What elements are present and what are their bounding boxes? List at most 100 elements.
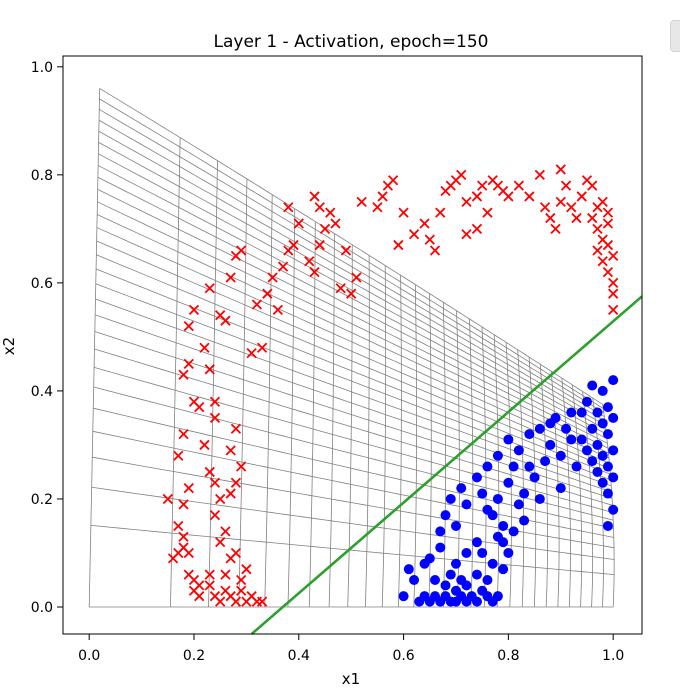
x-tick-label: 0.2 bbox=[183, 648, 205, 664]
blue-circle-marker bbox=[508, 461, 519, 472]
x-marker-stroke bbox=[293, 218, 304, 229]
x-marker-stroke bbox=[608, 288, 619, 299]
red-x-marker bbox=[592, 245, 603, 256]
blue-circle-marker bbox=[555, 450, 566, 461]
red-x-marker bbox=[246, 347, 257, 359]
mesh-line-u bbox=[528, 357, 537, 608]
blue-circle-marker bbox=[513, 499, 524, 510]
red-x-marker bbox=[188, 396, 200, 407]
red-x-marker bbox=[283, 202, 294, 213]
x-marker-stroke bbox=[592, 245, 603, 256]
mesh-line-u bbox=[481, 326, 487, 608]
blue-circle-marker bbox=[608, 504, 619, 515]
mesh-line-u bbox=[571, 384, 583, 608]
x-marker-stroke bbox=[545, 212, 556, 224]
mesh-line-v bbox=[97, 176, 608, 439]
red-x-marker bbox=[288, 239, 299, 251]
x-marker-stroke bbox=[461, 196, 472, 207]
blue-circle-marker bbox=[524, 429, 535, 440]
blue-circle-marker bbox=[492, 493, 503, 504]
red-x-marker bbox=[346, 288, 357, 299]
y-tick-label: 0.2 bbox=[31, 492, 53, 508]
red-x-marker bbox=[304, 256, 315, 267]
x-marker-stroke bbox=[608, 277, 619, 289]
x-tick-label: 0.8 bbox=[497, 648, 519, 664]
x-marker-stroke bbox=[550, 223, 561, 234]
blue-circle-marker bbox=[498, 537, 509, 548]
side-scroll-control[interactable] bbox=[670, 20, 680, 52]
mesh-line-u bbox=[505, 342, 512, 608]
x-tick-label: 0.4 bbox=[288, 648, 310, 664]
blue-circle-marker bbox=[445, 493, 456, 504]
red-x-marker bbox=[194, 580, 205, 591]
x-marker-stroke bbox=[251, 299, 263, 310]
red-x-marker bbox=[461, 229, 472, 240]
mesh-line-u bbox=[88, 88, 101, 607]
blue-circle-marker bbox=[471, 472, 482, 483]
red-x-marker bbox=[225, 488, 236, 499]
mesh-line-u bbox=[517, 349, 525, 608]
x-marker-stroke bbox=[220, 526, 231, 537]
blue-circle-marker bbox=[597, 418, 608, 429]
x-marker-stroke bbox=[246, 591, 257, 602]
mesh-line-u bbox=[550, 371, 560, 608]
x-marker-stroke bbox=[346, 288, 357, 299]
blue-circle-marker bbox=[602, 402, 613, 413]
blue-circle-marker bbox=[519, 488, 530, 499]
blue-circle-marker bbox=[450, 558, 461, 569]
blue-circle-marker bbox=[513, 445, 524, 456]
mesh-line-v bbox=[98, 153, 607, 430]
red-x-marker bbox=[419, 218, 430, 229]
red-x-marker bbox=[314, 239, 325, 251]
blue-circle-marker bbox=[503, 434, 514, 445]
red-x-marker bbox=[256, 342, 268, 353]
x-marker-stroke bbox=[487, 175, 498, 186]
y-tick-label: 0.6 bbox=[31, 276, 53, 292]
x-marker-stroke bbox=[262, 288, 273, 299]
red-x-marker bbox=[340, 245, 352, 256]
red-x-marker bbox=[534, 169, 545, 180]
x-marker-stroke bbox=[188, 574, 200, 586]
mesh-line-v bbox=[96, 214, 609, 454]
red-x-marker bbox=[199, 439, 210, 451]
blue-circle-marker bbox=[566, 434, 577, 445]
blue-circle-marker bbox=[602, 429, 613, 440]
red-x-marker bbox=[209, 477, 221, 488]
x-marker-stroke bbox=[209, 591, 221, 602]
x-marker-stroke bbox=[566, 202, 577, 213]
blue-circle-marker bbox=[571, 461, 582, 472]
blue-circle-marker bbox=[597, 477, 608, 488]
red-x-marker bbox=[225, 272, 236, 283]
x-marker-stroke bbox=[204, 466, 215, 478]
blue-circle-marker bbox=[498, 520, 509, 531]
red-x-marker bbox=[387, 175, 399, 186]
red-x-marker bbox=[309, 191, 320, 202]
x-marker-stroke bbox=[513, 180, 525, 191]
blue-circle-marker bbox=[576, 434, 587, 445]
x-marker-stroke bbox=[246, 347, 257, 359]
red-x-marker bbox=[372, 202, 383, 213]
blue-circle-marker bbox=[492, 450, 503, 461]
x-marker-stroke bbox=[581, 175, 593, 186]
blue-circle-marker bbox=[430, 574, 441, 585]
x-marker-stroke bbox=[188, 304, 200, 316]
x-marker-stroke bbox=[267, 272, 278, 283]
mesh-line-v bbox=[98, 130, 606, 422]
red-x-marker bbox=[209, 396, 221, 407]
blue-circle-marker bbox=[534, 493, 545, 504]
x-marker-stroke bbox=[220, 585, 231, 596]
x-marker-stroke bbox=[256, 342, 268, 353]
red-x-marker bbox=[539, 202, 551, 213]
blue-circle-marker bbox=[602, 461, 613, 472]
x-marker-stroke bbox=[314, 239, 325, 251]
y-axis-label: x2 bbox=[0, 337, 18, 355]
red-x-marker bbox=[456, 169, 467, 180]
x-marker-stroke bbox=[230, 596, 242, 607]
blue-circle-marker bbox=[602, 488, 613, 499]
x-marker-stroke bbox=[471, 223, 483, 234]
red-x-marker bbox=[330, 218, 341, 229]
y-tick-label: 1.0 bbox=[31, 60, 53, 76]
x-marker-stroke bbox=[199, 342, 210, 353]
x-marker-stroke bbox=[597, 234, 608, 245]
red-x-marker bbox=[262, 288, 273, 299]
